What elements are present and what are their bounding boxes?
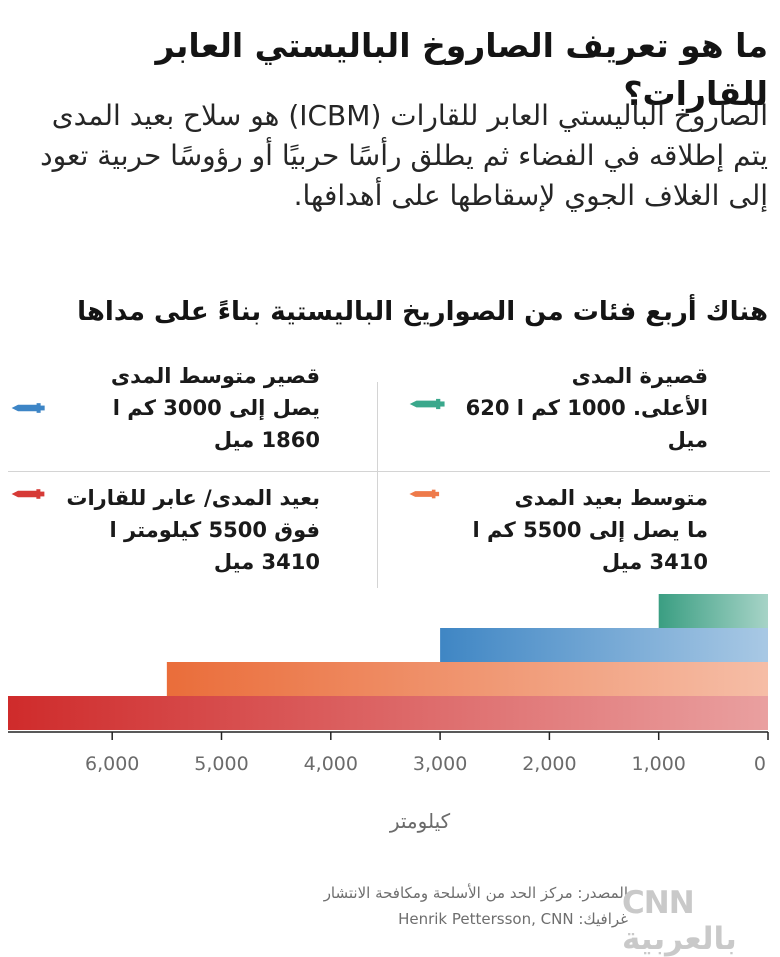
page-title: ما هو تعريف الصاروخ الباليستي العابر للق… bbox=[155, 26, 768, 113]
x-tick-label: 2,000 bbox=[522, 753, 576, 775]
bar-1 bbox=[440, 628, 768, 662]
legend-divider-horizontal bbox=[8, 471, 770, 472]
bar-2 bbox=[166, 662, 769, 696]
orange-missile-icon bbox=[409, 489, 440, 499]
x-tick-label: 5,000 bbox=[194, 753, 248, 775]
source-text: المصدر: مركز الحد من الأسلحة ومكافحة الا… bbox=[323, 884, 628, 902]
legend-item-name: متوسط بعيد المدى bbox=[514, 486, 708, 510]
bar-3 bbox=[8, 696, 768, 730]
x-tick-label: 0 bbox=[754, 753, 766, 775]
red-missile-icon bbox=[11, 489, 45, 499]
green-missile-icon bbox=[409, 398, 445, 410]
legend-item-desc: يصل إلى 3000 كم ا 1860 ميل bbox=[112, 396, 320, 452]
legend-item-name: بعيد المدى/ عابر للقارات bbox=[66, 486, 320, 510]
x-axis-label: كيلومتر bbox=[389, 809, 451, 833]
cnn-arabic-logo: CNN بالعربية bbox=[622, 885, 738, 957]
x-tick-label: 6,000 bbox=[85, 753, 139, 775]
legend-divider-vertical bbox=[377, 382, 378, 588]
range-bar-chart: 0 1,000 2,000 3,000 4,000 5,000 6,000 كيلومتر bbox=[8, 594, 769, 833]
x-tick-label: 4,000 bbox=[304, 753, 358, 775]
legend-item-name: قصيرة المدى bbox=[571, 364, 708, 388]
intro-paragraph: الصاروخ الباليستي العابر للقارات (ICBM) … bbox=[40, 99, 768, 212]
legend-item-desc: الأعلى. 1000 كم ا 620 ميل bbox=[465, 396, 708, 452]
x-tick-label: 1,000 bbox=[631, 753, 685, 775]
bar-0 bbox=[658, 594, 768, 628]
section-subtitle: هناك أربع فئات من الصواريخ الباليستية بن… bbox=[77, 297, 768, 327]
blue-missile-icon bbox=[11, 403, 45, 413]
legend-item-name: قصير متوسط المدى bbox=[110, 364, 320, 388]
legend-item-desc: فوق 5500 كيلومتر ا 3410 ميل bbox=[109, 518, 320, 574]
x-tick-label: 3,000 bbox=[413, 753, 467, 775]
legend-item-medium-short-range: قصير متوسط المدى يصل إلى 3000 كم ا 1860 … bbox=[10, 360, 320, 456]
legend-item-intermediate-range: متوسط بعيد المدى ما يصل إلى 5500 كم ا 34… bbox=[408, 482, 708, 578]
legend-item-short-range: قصيرة المدى الأعلى. 1000 كم ا 620 ميل bbox=[408, 360, 708, 456]
legend: قصيرة المدى الأعلى. 1000 كم ا 620 ميل قص… bbox=[0, 358, 780, 588]
footer-source: المصدر: مركز الحد من الأسلحة ومكافحة الا… bbox=[324, 880, 628, 932]
legend-item-intercontinental: بعيد المدى/ عابر للقارات فوق 5500 كيلومت… bbox=[10, 482, 320, 578]
credit-text: غرافيك: Henrik Pettersson, CNN bbox=[398, 910, 628, 928]
legend-item-desc: ما يصل إلى 5500 كم ا 3410 ميل bbox=[472, 518, 708, 574]
